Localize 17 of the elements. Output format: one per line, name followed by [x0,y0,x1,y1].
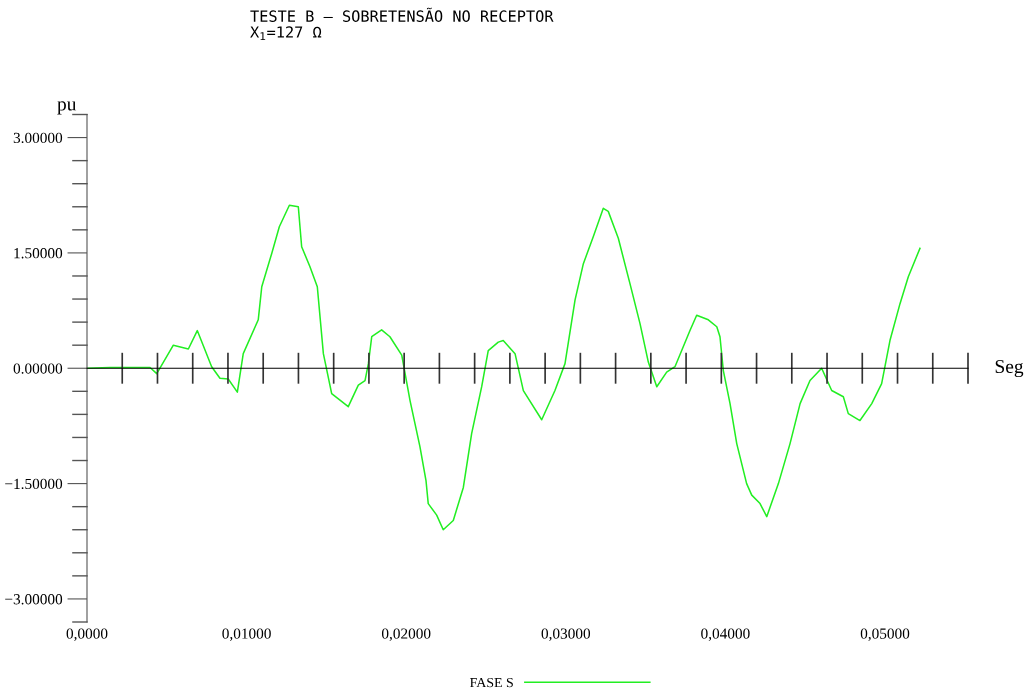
chart-title: TESTE B – SOBRETENSÃO NO RECEPTOR [250,7,554,22]
x-tick-label: 0,01000 [222,628,271,641]
y-tick-label: 3.00000 [13,132,63,144]
chart-subtitle: X$_{1}$=127 Ω [250,26,322,41]
line-series [87,204,921,531]
x-tick-label: 0,03000 [541,628,591,641]
text: FASE S [469,677,513,688]
y-tick-label: −1.50000 [5,478,63,490]
x-axis-title: Seg [995,360,1024,378]
x-tick-label: 0,04000 [701,628,750,641]
y-tick-label: 0.00000 [13,363,63,374]
y-tick-label: 1.50000 [14,248,63,259]
x-tick-label: 0,02000 [381,628,431,641]
y-tick-label: −3.00000 [5,594,63,605]
x-tick-label: 0,05000 [860,628,910,641]
y-axis-title: pu [57,101,77,115]
x-tick-label: 0,0000 [66,628,108,641]
